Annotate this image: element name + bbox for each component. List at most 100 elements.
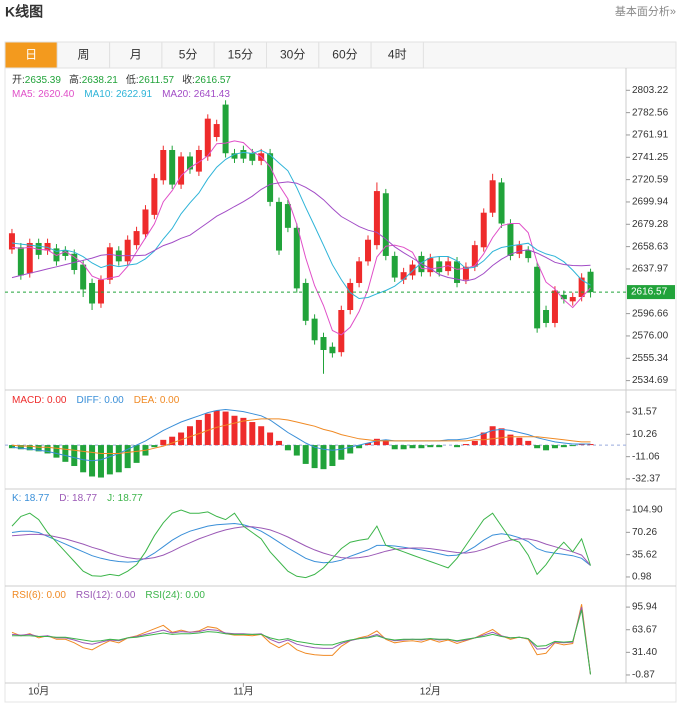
tab[interactable]: 5分 — [161, 41, 215, 69]
macd-bar — [454, 445, 461, 448]
indicator-line — [11, 522, 591, 566]
legend: K: 18.77 D: 18.77 J: 18.77 — [12, 493, 143, 504]
candle-body — [267, 153, 274, 202]
macd-bar — [329, 445, 336, 467]
macd-bar — [551, 445, 558, 449]
macd-bar — [178, 432, 185, 446]
x-tick-label: 12月 — [420, 686, 441, 698]
candle-body — [427, 258, 434, 273]
macd-bar — [498, 428, 505, 446]
y-tick-label: 70.26 — [632, 527, 657, 538]
y-tick-label: 2534.69 — [632, 375, 669, 386]
macd-bar — [231, 415, 238, 446]
candle-body — [106, 247, 113, 280]
tab-label[interactable]: 周 — [77, 48, 89, 62]
candle-body — [249, 153, 256, 161]
tab-label[interactable]: 30分 — [280, 48, 305, 62]
last-price-box — [627, 285, 675, 300]
tab-bg[interactable] — [56, 41, 111, 69]
macd-bar — [302, 445, 309, 464]
tab-label[interactable]: 月 — [130, 48, 142, 62]
macd-bar — [427, 445, 434, 448]
macd-bar — [534, 445, 541, 449]
macd-bar — [8, 445, 15, 449]
candle-body — [44, 242, 51, 251]
candle-body — [436, 261, 443, 273]
legend-entry: RSI(12): 0.00 — [76, 590, 136, 601]
candle-body — [80, 264, 87, 290]
candle-body — [534, 266, 541, 329]
candle-body — [89, 282, 96, 304]
candle-body — [587, 271, 594, 293]
tab[interactable]: 周 — [56, 41, 111, 69]
candle-body — [222, 104, 229, 154]
indicator-line — [11, 606, 591, 675]
tab-bg[interactable] — [161, 41, 215, 69]
tab-label[interactable]: 日 — [25, 48, 37, 62]
info-value: 2635.39 — [25, 75, 62, 86]
indicator-line — [11, 526, 591, 566]
legend-entry: DEA: 0.00 — [134, 395, 180, 406]
macd-bar — [204, 413, 211, 446]
tab-label[interactable]: 5分 — [179, 48, 198, 62]
tab[interactable]: 15分 — [213, 41, 267, 69]
candle-body — [275, 201, 282, 251]
macd-bar — [516, 437, 523, 446]
last-price-label: 2616.57 — [631, 287, 668, 298]
ohlc-info: 开:2635.39 高:2638.21 低:2611.57 收:2616.57 — [12, 73, 231, 86]
fundamental-link[interactable]: 基本面分析» — [615, 4, 676, 18]
info-label: 高: — [69, 73, 82, 86]
macd-bar — [391, 445, 398, 450]
macd-bar — [53, 445, 60, 458]
y-tick-label: 104.90 — [632, 505, 663, 516]
tab-label[interactable]: 60分 — [332, 48, 357, 62]
info-value: 2611.57 — [139, 75, 175, 86]
legend-entry: K: 18.77 — [12, 493, 50, 504]
legend-entry: DIFF: 0.00 — [76, 395, 124, 406]
y-tick-label: -0.87 — [632, 670, 655, 681]
macd-bar — [400, 445, 407, 450]
y-tick-label: 10.26 — [632, 429, 657, 440]
candle-body — [543, 310, 550, 323]
tab[interactable]: 60分 — [318, 41, 372, 69]
candle-body — [569, 297, 576, 302]
candle-body — [498, 182, 505, 224]
macd-bar — [365, 442, 372, 446]
tab[interactable]: 日 — [4, 41, 58, 69]
y-tick-label: 31.57 — [632, 407, 657, 418]
tab[interactable]: 月 — [109, 41, 163, 69]
candle-body — [329, 346, 336, 354]
tab-label[interactable]: 4时 — [388, 48, 407, 62]
candle-body — [578, 277, 585, 298]
macd-bar — [124, 445, 131, 469]
y-tick-label: 0.98 — [632, 572, 652, 583]
tab[interactable]: 30分 — [266, 41, 320, 69]
candle-body — [178, 156, 185, 185]
candle-body — [400, 272, 407, 280]
info-label: 开: — [12, 75, 25, 86]
y-tick-label: -32.37 — [632, 474, 661, 485]
tab[interactable]: 4时 — [370, 41, 424, 69]
candle-body — [560, 294, 567, 300]
tab-bg[interactable] — [370, 41, 424, 69]
info-value: 2616.57 — [195, 75, 232, 86]
indicator-line — [11, 604, 591, 675]
legend-entry: MA10: 2622.91 — [84, 89, 152, 100]
macd-bar — [436, 445, 443, 448]
legend-entry: MA5: 2620.40 — [12, 89, 75, 100]
ma-line — [11, 181, 591, 282]
tab-bg[interactable] — [266, 41, 320, 69]
candle-body — [507, 223, 514, 256]
candle-body — [302, 282, 309, 321]
candle-body — [151, 178, 158, 215]
macd-bar — [462, 444, 469, 446]
y-tick-label: 2699.94 — [632, 197, 669, 208]
indicator-line — [12, 609, 591, 675]
legend-entry: RSI(6): 0.00 — [12, 590, 66, 601]
indicator-line — [11, 418, 591, 454]
y-tick-label: 63.67 — [632, 624, 657, 635]
y-tick-label: 2679.28 — [632, 219, 669, 230]
tab-label[interactable]: 15分 — [228, 48, 253, 62]
macd-bar — [151, 445, 158, 448]
